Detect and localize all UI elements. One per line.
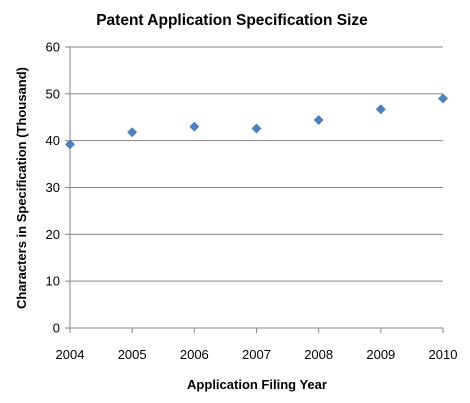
y-axis-label: Characters in Specification (Thousand) xyxy=(14,67,29,309)
y-tick-label-60: 60 xyxy=(46,40,60,55)
y-tick-label-30: 30 xyxy=(46,180,60,195)
data-point-2007 xyxy=(251,123,262,134)
data-point-2010 xyxy=(438,93,448,104)
x-tick-label-2007: 2007 xyxy=(242,347,271,362)
y-tick-label-10: 10 xyxy=(46,274,60,289)
y-tick-labels: 0 10 20 30 40 50 60 xyxy=(46,40,60,336)
data-point-2009 xyxy=(375,104,386,115)
x-axis-label: Application Filing Year xyxy=(187,377,327,392)
chart-title: Patent Application Specification Size xyxy=(96,12,368,29)
y-tick-label-50: 50 xyxy=(46,86,60,101)
data-point-2004 xyxy=(65,139,75,150)
x-tick-label-2005: 2005 xyxy=(118,347,147,362)
y-tick-label-20: 20 xyxy=(46,227,60,242)
data-point-2008 xyxy=(313,115,324,126)
gridlines xyxy=(70,46,443,282)
data-points xyxy=(65,93,448,150)
x-tick-label-2010: 2010 xyxy=(429,347,458,362)
data-point-2006 xyxy=(189,121,200,132)
x-tick-label-2008: 2008 xyxy=(304,347,333,362)
x-tick-label-2006: 2006 xyxy=(180,347,209,362)
x-tick-label-2004: 2004 xyxy=(56,347,85,362)
x-tick-labels: 2004 2005 2006 2007 2008 2009 2010 xyxy=(56,347,458,362)
x-tick-label-2009: 2009 xyxy=(366,347,395,362)
y-tick-label-0: 0 xyxy=(53,321,60,336)
axes xyxy=(65,46,444,333)
data-point-2005 xyxy=(127,127,138,138)
y-tick-label-40: 40 xyxy=(46,133,60,148)
